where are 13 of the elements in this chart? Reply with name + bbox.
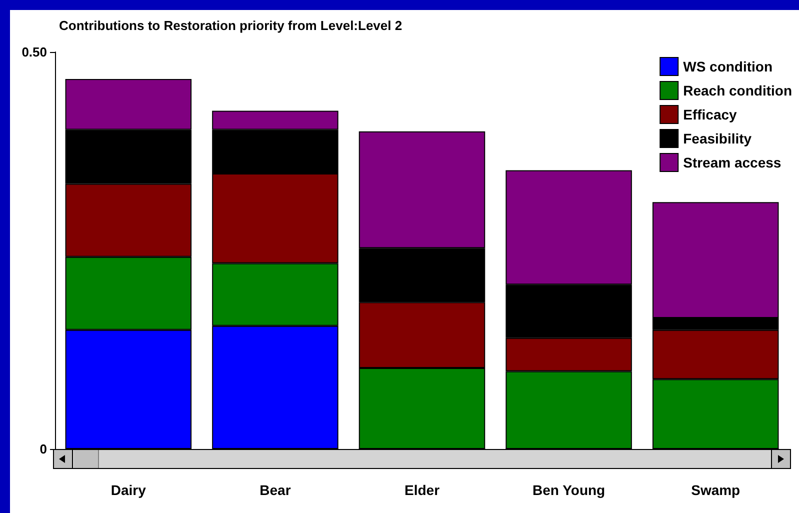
legend-label: Reach condition [683, 82, 792, 98]
chart-title: Contributions to Restoration priority from Level:Level 2 [59, 18, 402, 33]
legend-label: Feasibility [683, 130, 752, 146]
x-tick-label: Ben Young [532, 482, 606, 498]
x-tick-label: Elder [404, 482, 440, 498]
legend-label: WS condition [683, 58, 773, 74]
legend-label: Stream access [683, 154, 782, 170]
legend-label: Efficacy [683, 106, 738, 122]
y-tick-label: 0.50 [22, 44, 47, 60]
y-tick-label: 0 [40, 442, 47, 456]
x-tick-label: Dairy [110, 482, 146, 498]
x-tick-label: Bear [260, 482, 292, 498]
x-tick-label: Swamp [691, 482, 740, 498]
